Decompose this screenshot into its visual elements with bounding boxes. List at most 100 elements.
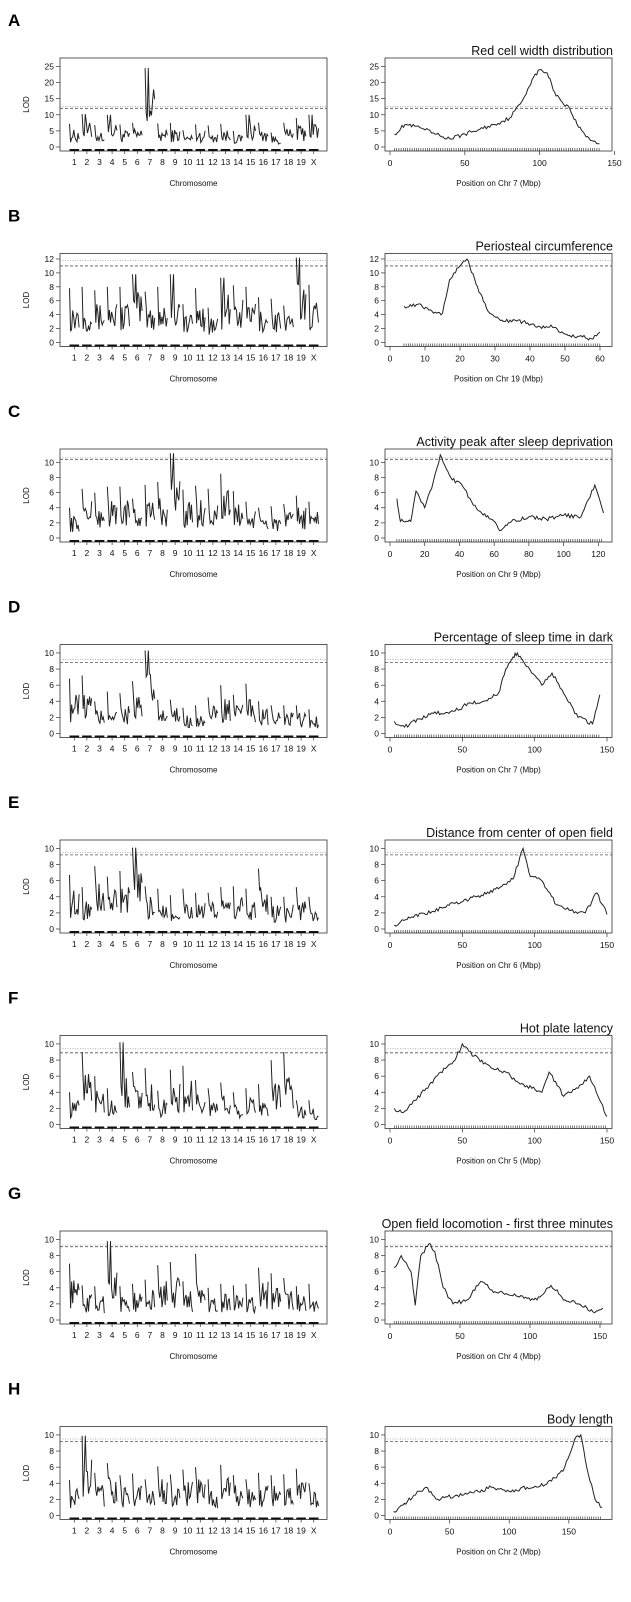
y-tick-label: 0 <box>374 338 379 348</box>
y-tick-label: 15 <box>370 94 380 104</box>
panel-letter: C <box>8 402 20 421</box>
chromosome-lod-curve-19 <box>295 117 307 142</box>
chromosome-lod-curve-10 <box>182 489 193 528</box>
x-tick-label: 100 <box>523 1331 537 1341</box>
x-axis-label: Position on Chr 7 (Mbp) <box>456 179 541 188</box>
x-tick-label: 0 <box>388 1331 393 1341</box>
chromosome-lod-curve-19 <box>295 705 307 728</box>
chromosome-label: 13 <box>221 1330 231 1340</box>
y-tick-label: 6 <box>49 1462 54 1472</box>
y-tick-label: 0 <box>374 1120 379 1130</box>
chromosome-lod-curve-12 <box>207 892 219 919</box>
y-tick-label: 10 <box>45 268 55 278</box>
chromosome-lod-curve-13 <box>220 123 231 141</box>
y-tick-label: 0 <box>49 729 54 739</box>
plot-frame <box>59 839 328 934</box>
y-tick-label: 8 <box>374 1055 379 1065</box>
chromosome-label: 18 <box>284 353 294 363</box>
y-tick-label: 8 <box>49 860 54 870</box>
chromosome-lod-curve-3 <box>94 1076 105 1113</box>
chromosome-lod-curve-X <box>308 896 319 922</box>
chromosome-label: 10 <box>183 1526 193 1536</box>
y-tick-label: 2 <box>374 908 379 918</box>
chromosome-label: 5 <box>122 1135 127 1145</box>
chromosome-lod-curve-4 <box>106 486 118 527</box>
x-tick-label: 150 <box>562 1527 576 1537</box>
chromosome-label: 11 <box>196 353 205 363</box>
chromosome-lod-curve-X <box>308 1483 319 1508</box>
y-tick-label: 4 <box>49 1283 54 1293</box>
chromosome-label: 3 <box>97 353 102 363</box>
y-tick-label: 0 <box>49 924 54 934</box>
chromosome-label: 19 <box>296 1526 306 1536</box>
chromosome-label: 1 <box>72 1330 77 1340</box>
x-axis-label: Position on Chr 7 (Mbp) <box>456 766 541 775</box>
chromosome-lod-curve-1 <box>69 1092 80 1120</box>
y-tick-label: 2 <box>374 712 379 722</box>
chromosome-lod-curve-2 <box>81 1285 93 1313</box>
chromosome-lod-curve-7 <box>144 68 156 122</box>
chromosome-lod-curve-16 <box>258 122 269 142</box>
y-tick-label: 10 <box>45 110 55 120</box>
chromosome-lod-curve-2 <box>81 887 93 921</box>
chromosome-lod-curve-4 <box>106 114 118 137</box>
chromosome-lod-curve-8 <box>157 888 168 920</box>
chromosome-label: 14 <box>233 548 243 558</box>
chromosome-lod-curve-13 <box>220 1283 231 1313</box>
chromosome-label: 18 <box>284 157 294 167</box>
x-tick-label: 150 <box>607 158 621 168</box>
chromosome-lod-curve-6 <box>132 1072 143 1109</box>
chromosome-label: 4 <box>110 1526 115 1536</box>
plot-frame <box>384 1426 613 1520</box>
chromosome-label: 17 <box>271 1135 281 1145</box>
x-axis-label: Position on Chr 4 (Mbp) <box>456 1352 541 1361</box>
chromosome-label: 1 <box>72 1135 77 1145</box>
marker-rug <box>394 930 606 933</box>
chromosome-label: 12 <box>208 939 218 949</box>
chromosome-label: 14 <box>233 1330 243 1340</box>
chromosome-label: 12 <box>208 353 218 363</box>
chromosome-label: 18 <box>284 744 294 754</box>
chromosome-lod-curve-11 <box>195 1467 206 1504</box>
chromosome-label: 4 <box>110 1330 115 1340</box>
plot-frame <box>59 1426 328 1520</box>
chromosome-label: 2 <box>85 939 90 949</box>
chromosome-label: 14 <box>233 1135 243 1145</box>
chart-title: Open field locomotion - first three minu… <box>382 1217 613 1231</box>
chromosome-label: 2 <box>85 548 90 558</box>
chromosome-lod-curve-4 <box>106 1088 118 1117</box>
chromosome-label: 8 <box>160 744 165 754</box>
chromosome-label: 6 <box>135 548 140 558</box>
chromosome-lod-curve-17 <box>270 705 281 725</box>
chromosome-lod-curve-7 <box>144 1068 156 1112</box>
chromosome-lod-curve-6 <box>132 1283 143 1312</box>
chromosome-lod-curve-16 <box>258 297 269 334</box>
chromosome-label: 16 <box>259 939 269 949</box>
panel-letter: H <box>8 1380 20 1399</box>
chromosome-lod-curve-16 <box>258 1472 269 1507</box>
chromosome-label: 8 <box>160 353 165 363</box>
chromosome-label: 16 <box>259 1135 269 1145</box>
chromosome-label: 8 <box>160 939 165 949</box>
y-tick-label: 10 <box>370 843 380 853</box>
chromosome-lod-curve-6 <box>132 274 143 322</box>
chromosome-label: 18 <box>284 1330 294 1340</box>
chromosome-lod-curve-8 <box>157 1466 168 1505</box>
chromosome-label: 5 <box>122 1330 127 1340</box>
chromosome-lod-curve-19 <box>295 887 307 921</box>
chromosome-lod-curve-18 <box>283 896 294 923</box>
y-tick-label: 4 <box>49 1478 54 1488</box>
chromosome-lod-curve-11 <box>195 124 206 145</box>
chromosome-lod-curve-11 <box>195 705 206 728</box>
chromosome-label: 3 <box>97 1330 102 1340</box>
chromosome-label: 7 <box>148 939 153 949</box>
x-axis-label: Chromosome <box>169 1157 218 1166</box>
chromosome-label: 11 <box>196 939 205 949</box>
lod-profile-line <box>393 1433 603 1513</box>
y-tick-label: 6 <box>374 1462 379 1472</box>
chromosome-lod-curve-16 <box>258 1267 269 1309</box>
